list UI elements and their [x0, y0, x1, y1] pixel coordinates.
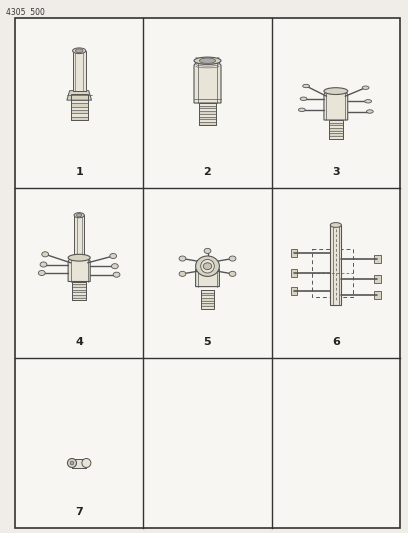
- Bar: [71, 100, 88, 103]
- Bar: [71, 93, 88, 97]
- Ellipse shape: [111, 264, 118, 269]
- Bar: [72, 297, 86, 300]
- Bar: [201, 303, 214, 306]
- Ellipse shape: [42, 252, 49, 257]
- Bar: [201, 293, 214, 295]
- Bar: [71, 117, 88, 120]
- Bar: [200, 103, 215, 125]
- Ellipse shape: [68, 254, 90, 261]
- Ellipse shape: [195, 256, 220, 277]
- Bar: [374, 292, 381, 300]
- Bar: [200, 111, 215, 114]
- Bar: [329, 123, 343, 125]
- Bar: [201, 298, 214, 301]
- Bar: [72, 289, 86, 292]
- Ellipse shape: [70, 461, 74, 465]
- Bar: [71, 103, 88, 107]
- Ellipse shape: [38, 270, 45, 276]
- Polygon shape: [15, 18, 400, 528]
- Bar: [74, 215, 84, 257]
- Bar: [329, 136, 343, 139]
- Bar: [291, 287, 297, 295]
- Ellipse shape: [179, 271, 186, 277]
- Bar: [329, 133, 343, 136]
- Bar: [200, 106, 215, 108]
- Ellipse shape: [77, 214, 82, 217]
- Bar: [200, 119, 215, 122]
- Bar: [71, 93, 88, 120]
- Bar: [201, 295, 214, 298]
- Text: 4305  500: 4305 500: [6, 8, 45, 17]
- Bar: [374, 255, 381, 263]
- Bar: [72, 287, 86, 289]
- Bar: [291, 249, 297, 257]
- Ellipse shape: [110, 254, 117, 259]
- Bar: [71, 97, 88, 100]
- Ellipse shape: [204, 248, 211, 254]
- Ellipse shape: [113, 272, 120, 277]
- Bar: [200, 117, 215, 119]
- Bar: [71, 110, 88, 114]
- Polygon shape: [194, 61, 221, 103]
- Bar: [72, 292, 86, 295]
- Bar: [201, 290, 214, 293]
- Text: 1: 1: [75, 167, 83, 177]
- Bar: [72, 281, 86, 284]
- Bar: [291, 269, 297, 277]
- Bar: [71, 107, 88, 110]
- Ellipse shape: [298, 108, 305, 111]
- Ellipse shape: [82, 458, 91, 467]
- Ellipse shape: [324, 88, 348, 94]
- Bar: [73, 51, 86, 91]
- Ellipse shape: [330, 223, 341, 228]
- Text: 7: 7: [75, 507, 83, 517]
- Polygon shape: [324, 91, 348, 120]
- Bar: [329, 120, 343, 123]
- Bar: [330, 225, 341, 305]
- Ellipse shape: [229, 271, 236, 277]
- Text: 2: 2: [204, 167, 211, 177]
- Bar: [72, 284, 86, 287]
- Ellipse shape: [67, 458, 76, 467]
- Polygon shape: [195, 266, 220, 287]
- Bar: [71, 114, 88, 117]
- Ellipse shape: [73, 48, 86, 54]
- Bar: [200, 122, 215, 125]
- Bar: [312, 249, 353, 297]
- Bar: [329, 120, 343, 139]
- Bar: [72, 458, 86, 467]
- Bar: [374, 276, 381, 284]
- Ellipse shape: [179, 256, 186, 261]
- Bar: [72, 281, 86, 300]
- Text: 3: 3: [332, 167, 339, 177]
- Ellipse shape: [303, 84, 310, 88]
- Ellipse shape: [194, 57, 221, 64]
- Ellipse shape: [74, 213, 84, 218]
- Ellipse shape: [200, 58, 215, 63]
- Ellipse shape: [365, 100, 372, 103]
- Text: 5: 5: [204, 337, 211, 347]
- Polygon shape: [67, 91, 91, 100]
- Bar: [201, 306, 214, 309]
- Ellipse shape: [75, 49, 83, 53]
- Bar: [200, 108, 215, 111]
- Ellipse shape: [300, 97, 307, 100]
- Bar: [200, 114, 215, 117]
- Ellipse shape: [40, 262, 47, 267]
- Text: 6: 6: [332, 337, 340, 347]
- Bar: [200, 103, 215, 106]
- Bar: [329, 125, 343, 128]
- Bar: [329, 131, 343, 133]
- Bar: [329, 128, 343, 131]
- Ellipse shape: [366, 110, 373, 113]
- Ellipse shape: [201, 260, 214, 273]
- Ellipse shape: [362, 86, 369, 90]
- Ellipse shape: [203, 263, 212, 270]
- Bar: [201, 301, 214, 303]
- Bar: [201, 290, 214, 309]
- Text: 4: 4: [75, 337, 83, 347]
- Polygon shape: [68, 257, 90, 281]
- Ellipse shape: [229, 256, 236, 261]
- Bar: [72, 295, 86, 297]
